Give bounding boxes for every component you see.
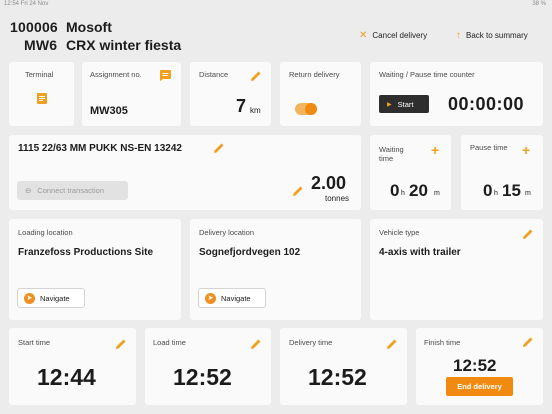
load-time-label: Load time: [153, 338, 186, 347]
navigate-icon: ➤: [205, 292, 216, 304]
loading-location-label: Loading location: [18, 228, 73, 237]
connect-transaction-label: Connect transaction: [37, 186, 105, 195]
play-icon: ▶: [387, 101, 392, 108]
pause-m-unit: m: [525, 190, 531, 197]
counter-time: 00:00:00: [448, 94, 525, 114]
vehicle-type-card[interactable]: Vehicle type 4-axis with trailer: [370, 219, 543, 320]
arrow-up-icon: ↑: [456, 30, 461, 41]
distance-label: Distance: [199, 70, 229, 79]
cancel-delivery-button[interactable]: ✕ Cancel delivery: [359, 30, 427, 41]
vehicle-type-label: Vehicle type: [379, 228, 420, 237]
cancel-delivery-label: Cancel delivery: [372, 31, 428, 40]
waiting-time-card: Waiting time + 0 h 20 m: [370, 135, 451, 210]
comment-icon[interactable]: [160, 70, 171, 81]
delivery-time-label: Delivery time: [289, 338, 333, 347]
pencil-icon[interactable]: [522, 228, 534, 240]
vehicle-type-value: 4-axis with trailer: [379, 247, 461, 258]
waiting-minutes: 20: [409, 181, 428, 200]
assignment-value: MW305: [90, 105, 128, 117]
navigate-icon: ➤: [24, 292, 35, 304]
back-to-summary-button[interactable]: ↑ Back to summary: [456, 30, 528, 41]
back-to-summary-label: Back to summary: [466, 31, 528, 40]
distance-unit: km: [250, 106, 261, 115]
add-icon[interactable]: +: [431, 142, 440, 158]
return-delivery-label: Return delivery: [289, 70, 340, 79]
pencil-icon[interactable]: [386, 338, 398, 350]
counter-label: Waiting / Pause time counter: [379, 70, 475, 79]
project-name: CRX winter fiesta: [66, 37, 182, 53]
pencil-icon[interactable]: [522, 336, 534, 348]
navigate-delivery-button[interactable]: ➤ Navigate: [198, 288, 266, 308]
pause-time-card: Pause time + 0 h 15 m: [461, 135, 543, 210]
navigate-label: Navigate: [221, 293, 251, 303]
start-label: Start: [397, 99, 414, 109]
delivery-location-label: Delivery location: [199, 228, 255, 237]
finish-time-label: Finish time: [424, 338, 461, 347]
product-name: 1115 22/63 MM PUKK NS-EN 13242: [18, 143, 182, 154]
start-time-label: Start time: [18, 338, 51, 347]
finish-time-value: 12:52: [453, 356, 497, 375]
pause-minutes: 15: [502, 181, 521, 200]
end-delivery-button[interactable]: End delivery: [446, 377, 513, 396]
waiting-time-label-1: Waiting: [379, 145, 404, 154]
pencil-icon[interactable]: [213, 142, 225, 154]
customer-id: 100006: [10, 19, 58, 35]
status-time: 12:54 Fri 24 Nov: [4, 1, 49, 7]
toggle-knob: [305, 103, 317, 115]
battery-level: 38 %: [532, 1, 546, 7]
terminal-card[interactable]: Terminal: [9, 62, 74, 126]
waiting-time-label-2: time: [379, 154, 394, 163]
start-counter-button[interactable]: ▶ Start: [379, 95, 429, 113]
project-id: MW6: [24, 37, 58, 53]
delivery-time-value: 12:52: [308, 364, 367, 390]
waiting-m-unit: m: [434, 190, 440, 197]
load-time-value: 12:52: [173, 364, 232, 390]
terminal-label: Terminal: [25, 70, 54, 79]
distance-value: 7: [236, 96, 247, 116]
delivery-time-card[interactable]: Delivery time 12:52: [280, 328, 407, 405]
customer-name: Mosoft: [66, 19, 112, 35]
quantity-value: 2.00: [311, 173, 347, 193]
return-delivery-card: Return delivery: [280, 62, 361, 126]
pause-hours: 0: [483, 181, 493, 200]
close-icon: ✕: [359, 30, 368, 41]
waiting-hours: 0: [390, 181, 400, 200]
pause-time-label: Pause time: [470, 143, 508, 152]
pencil-icon[interactable]: [250, 70, 262, 82]
counter-card: Waiting / Pause time counter ▶ Start 00:…: [370, 62, 543, 126]
return-delivery-toggle[interactable]: [295, 103, 317, 115]
navigate-label: Navigate: [40, 293, 70, 303]
product-card: 1115 22/63 MM PUKK NS-EN 13242 ⊖ Connect…: [9, 135, 361, 210]
add-icon[interactable]: +: [522, 142, 531, 158]
navigate-loading-button[interactable]: ➤ Navigate: [17, 288, 85, 308]
load-time-card[interactable]: Load time 12:52: [145, 328, 271, 405]
delivery-location-card: Delivery location Sognefjordvegen 102 ➤ …: [190, 219, 361, 320]
waiting-h-unit: h: [401, 190, 405, 197]
link-icon: ⊖: [25, 186, 32, 195]
loading-location-card: Loading location Franzefoss Productions …: [9, 219, 181, 320]
connect-transaction-button[interactable]: ⊖ Connect transaction: [17, 181, 128, 200]
start-time-card[interactable]: Start time 12:44: [9, 328, 136, 405]
loading-location-value: Franzefoss Productions Site: [18, 247, 154, 258]
distance-card[interactable]: Distance 7 km: [190, 62, 271, 126]
pencil-icon[interactable]: [292, 185, 304, 197]
start-time-value: 12:44: [37, 364, 96, 390]
assignment-card[interactable]: Assignment no. MW305: [82, 62, 181, 126]
delivery-location-value: Sognefjordvegen 102: [199, 247, 301, 258]
pencil-icon[interactable]: [250, 338, 262, 350]
assignment-label: Assignment no.: [90, 70, 142, 79]
pause-h-unit: h: [494, 190, 498, 197]
finish-time-card[interactable]: Finish time 12:52 End delivery: [416, 328, 543, 405]
quantity-unit: tonnes: [325, 194, 350, 203]
status-bar: 12:54 Fri 24 Nov 38 %: [0, 0, 552, 10]
pencil-icon[interactable]: [115, 338, 127, 350]
document-icon: [37, 93, 47, 104]
